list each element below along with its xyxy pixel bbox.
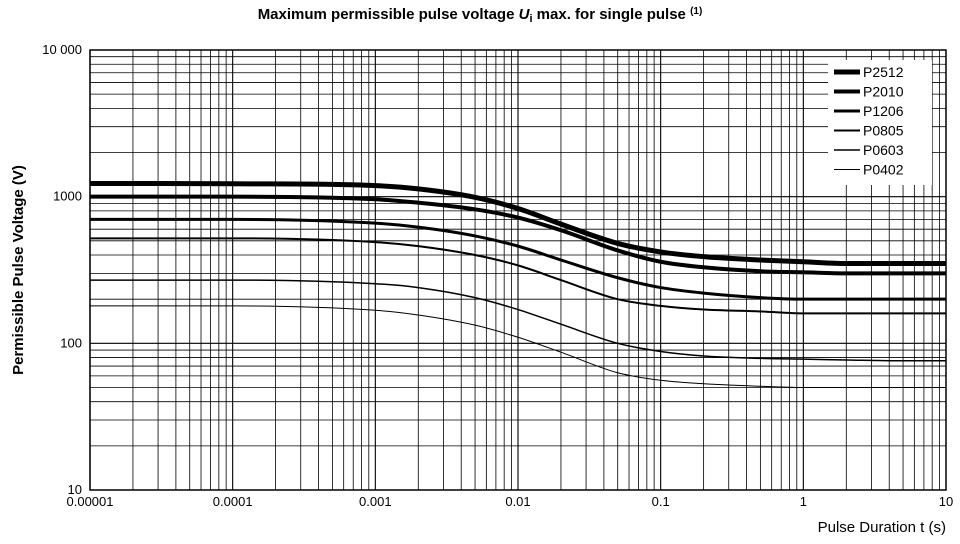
legend-entry-label: P0402 xyxy=(863,162,904,178)
x-axis-label: Pulse Duration t (s) xyxy=(818,519,946,536)
y-tick-label: 10 000 xyxy=(42,42,82,57)
x-tick-label: 0.01 xyxy=(505,494,530,509)
x-tick-label: 10 xyxy=(939,494,953,509)
legend-entry-label: P1206 xyxy=(863,103,904,119)
legend-entry-label: P0805 xyxy=(863,123,904,139)
legend: P2512 P2010 P1206 P0805 P0603 P0402 xyxy=(828,60,932,185)
y-tick-label: 10 xyxy=(68,482,82,497)
y-tick-label: 100 xyxy=(60,335,82,350)
x-tick-label: 0.001 xyxy=(359,494,392,509)
x-tick-label: 0.0001 xyxy=(213,494,253,509)
grid-lines xyxy=(90,50,946,490)
y-tick-label: 1000 xyxy=(53,189,82,204)
legend-entry-label: P2512 xyxy=(863,64,904,80)
x-tick-label: 0.1 xyxy=(652,494,670,509)
legend-entry-label: P0603 xyxy=(863,142,904,158)
x-tick-label: 1 xyxy=(800,494,807,509)
y-axis-label: Permissible Pulse Voltage (V) xyxy=(10,165,27,375)
tick-labels: 0.00001 0.0001 0.001 0.01 0.1 1 1010100100010 … xyxy=(42,42,953,509)
legend-entry-label: P2010 xyxy=(863,84,904,100)
